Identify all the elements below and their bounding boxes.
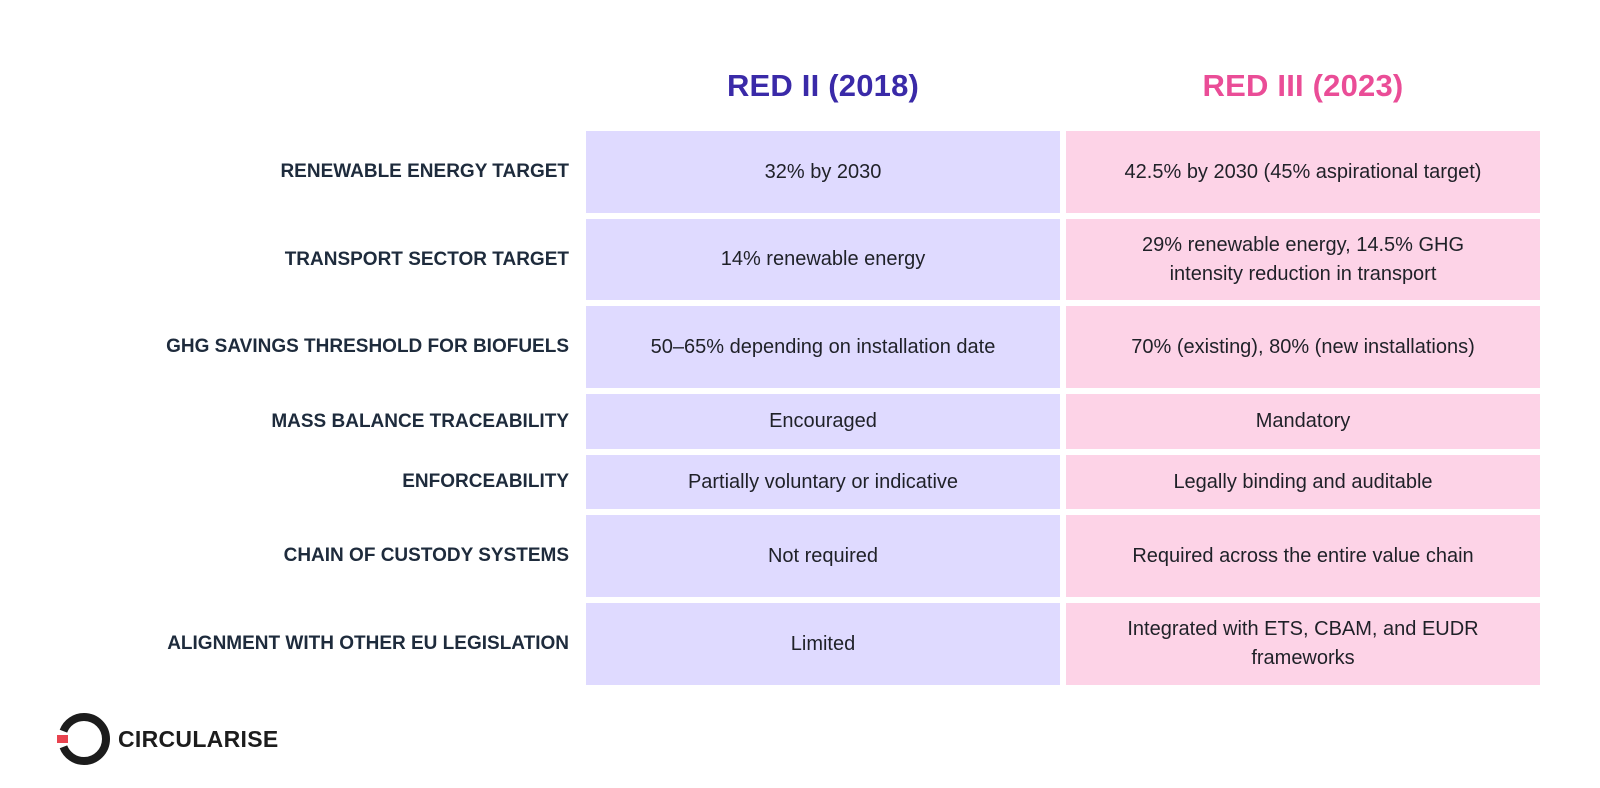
row-label: CHAIN OF CUSTODY SYSTEMS xyxy=(283,545,569,566)
row-label: ALIGNMENT WITH OTHER EU LEGISLATION xyxy=(167,633,569,654)
red3-cell: 42.5% by 2030 (45% aspirational target) xyxy=(1066,131,1540,213)
logo-wordmark: CIRCULARISE xyxy=(118,725,279,752)
red3-cell: Legally binding and auditable xyxy=(1066,455,1540,509)
red2-cell: Partially voluntary or indicative xyxy=(586,455,1060,509)
row-label: ENFORCEABILITY xyxy=(402,471,569,492)
red2-column-header: RED II (2018) xyxy=(726,68,920,103)
red2-cell: 32% by 2030 xyxy=(586,131,1060,213)
table-row: ENFORCEABILITY Partially voluntary or in… xyxy=(0,455,1600,509)
red3-column-header: RED III (2023) xyxy=(1202,68,1404,103)
row-label: RENEWABLE ENERGY TARGET xyxy=(280,161,569,182)
table-row: ALIGNMENT WITH OTHER EU LEGISLATION Limi… xyxy=(0,603,1600,685)
table-row: RENEWABLE ENERGY TARGET 32% by 2030 42.5… xyxy=(0,131,1600,213)
red2-cell: 14% renewable energy xyxy=(586,219,1060,300)
row-label: GHG SAVINGS THRESHOLD FOR BIOFUELS xyxy=(166,336,569,357)
red2-cell: Not required xyxy=(586,515,1060,597)
red2-cell: 50–65% depending on installation date xyxy=(586,306,1060,388)
ring-logo-icon xyxy=(57,713,110,765)
table-row: CHAIN OF CUSTODY SYSTEMS Not required Re… xyxy=(0,515,1600,597)
table-row: MASS BALANCE TRACEABILITY Encouraged Man… xyxy=(0,394,1600,449)
table-row: TRANSPORT SECTOR TARGET 14% renewable en… xyxy=(0,219,1600,300)
table-row: GHG SAVINGS THRESHOLD FOR BIOFUELS 50–65… xyxy=(0,306,1600,388)
red2-cell: Encouraged xyxy=(586,394,1060,449)
red3-cell: Required across the entire value chain xyxy=(1066,515,1540,597)
red3-cell: 29% renewable energy, 14.5% GHG intensit… xyxy=(1066,219,1540,300)
circularise-logo: CIRCULARISE xyxy=(56,711,278,767)
row-label: TRANSPORT SECTOR TARGET xyxy=(284,248,569,270)
red3-cell: 70% (existing), 80% (new installations) xyxy=(1066,306,1540,388)
red3-cell: Integrated with ETS, CBAM, and EUDR fram… xyxy=(1066,603,1540,685)
red3-cell: Mandatory xyxy=(1066,394,1540,449)
row-label: MASS BALANCE TRACEABILITY xyxy=(271,410,569,432)
red2-cell: Limited xyxy=(586,603,1060,685)
